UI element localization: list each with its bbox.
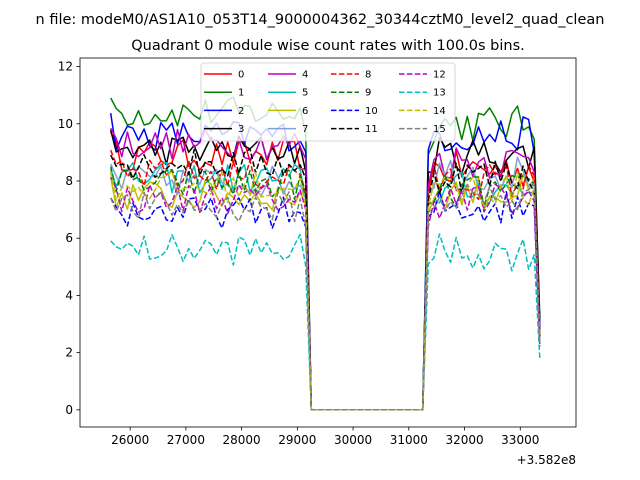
- legend-label-5: 5: [302, 88, 308, 99]
- x-tick-label: 30000: [334, 433, 372, 447]
- legend-label-2: 2: [238, 106, 244, 117]
- legend-label-12: 12: [433, 70, 446, 81]
- legend-box: [200, 62, 456, 142]
- legend-label-6: 6: [302, 106, 308, 117]
- series-line-13: [110, 233, 541, 411]
- series-line-15: [110, 182, 541, 411]
- x-axis-offset-label: +3.582e8: [517, 453, 576, 467]
- y-tick-label: 12: [58, 60, 73, 74]
- x-tick-label: 26000: [111, 433, 149, 447]
- series-line-12: [110, 176, 541, 411]
- y-tick-label: 6: [65, 231, 73, 245]
- series-line-8: [110, 149, 541, 411]
- y-tick-label: 2: [65, 346, 73, 360]
- series-line-14: [109, 170, 541, 411]
- axes-frame: [79, 57, 577, 428]
- legend-label-14: 14: [433, 106, 446, 117]
- legend-label-10: 10: [365, 106, 378, 117]
- legend-label-7: 7: [302, 124, 308, 135]
- series-line-10: [110, 190, 541, 411]
- y-tick-label: 0: [65, 403, 73, 417]
- y-tick-label: 4: [65, 288, 73, 302]
- x-tick-label: 29000: [278, 433, 316, 447]
- legend-label-13: 13: [433, 88, 446, 99]
- x-tick-label: 28000: [223, 433, 261, 447]
- legend-label-0: 0: [238, 70, 244, 81]
- figure-suptitle: n file: modeM0/AS1A10_053T14_9000004362_…: [36, 12, 605, 28]
- legend-label-9: 9: [365, 88, 371, 99]
- legend-label-3: 3: [238, 124, 244, 135]
- legend-label-1: 1: [238, 88, 244, 99]
- legend-label-8: 8: [365, 70, 371, 81]
- x-tick-label: 33000: [501, 433, 539, 447]
- x-tick-label: 32000: [445, 433, 483, 447]
- series-line-4: [110, 127, 541, 411]
- x-tick-label: 27000: [167, 433, 205, 447]
- legend-label-15: 15: [433, 124, 446, 135]
- legend-label-4: 4: [302, 70, 308, 81]
- legend-label-11: 11: [365, 124, 378, 135]
- series-line-9: [109, 166, 541, 411]
- x-tick-label: 31000: [390, 433, 428, 447]
- axis-ticks: 26000 27000 28000 29000 30000 31000 32000 33000…: [58, 60, 540, 447]
- chart-title: Quadrant 0 module wise count rates with …: [131, 38, 525, 54]
- y-tick-label: 8: [65, 174, 73, 188]
- y-tick-label: 10: [58, 117, 73, 131]
- plot-area: [109, 96, 541, 411]
